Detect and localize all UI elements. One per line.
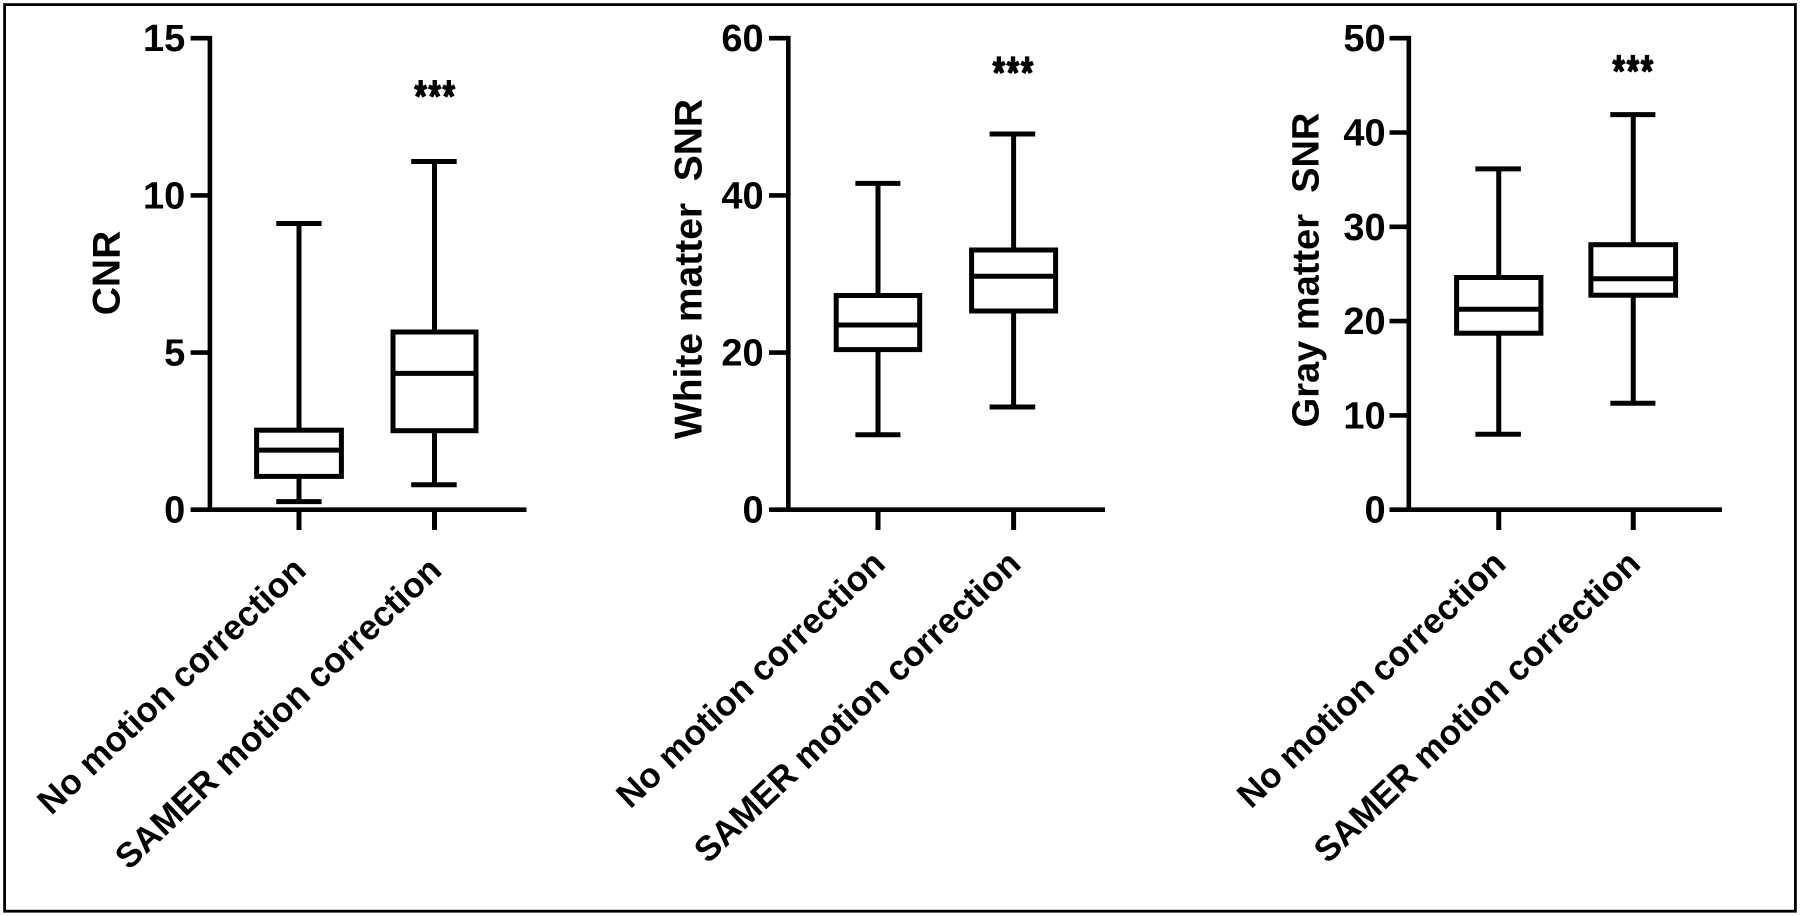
svg-text:60: 60 — [721, 18, 763, 60]
svg-text:Gray matter SNR: Gray matter SNR — [1286, 113, 1328, 428]
svg-text:40: 40 — [1343, 113, 1385, 155]
svg-text:10: 10 — [1343, 395, 1385, 437]
svg-text:15: 15 — [143, 18, 185, 60]
svg-text:20: 20 — [1343, 301, 1385, 343]
svg-text:CNR: CNR — [85, 231, 128, 316]
svg-text:White matter SNR: White matter SNR — [667, 99, 710, 439]
svg-text:10: 10 — [143, 175, 185, 217]
svg-text:5: 5 — [164, 333, 185, 375]
svg-text:0: 0 — [164, 490, 185, 532]
svg-text:20: 20 — [721, 333, 763, 375]
svg-text:50: 50 — [1343, 18, 1385, 60]
svg-text:40: 40 — [721, 175, 763, 217]
svg-text:0: 0 — [1365, 490, 1386, 532]
svg-text:30: 30 — [1343, 207, 1385, 249]
svg-text:0: 0 — [743, 490, 764, 532]
